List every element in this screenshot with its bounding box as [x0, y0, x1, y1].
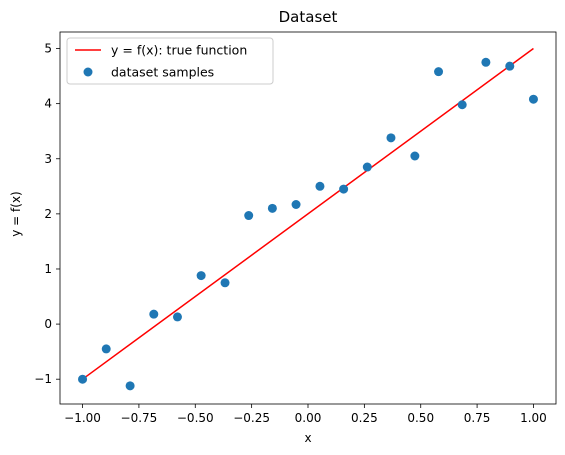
sample-point [481, 57, 491, 67]
sample-point [339, 184, 349, 194]
x-tick-label: 0.50 [407, 411, 434, 425]
x-tick-label: −0.75 [121, 411, 158, 425]
sample-point [172, 312, 182, 322]
sample-point [410, 151, 420, 161]
sample-point [149, 309, 159, 319]
x-tick-label: 1.00 [520, 411, 547, 425]
sample-point [78, 374, 88, 384]
y-tick-label: 1 [44, 262, 52, 276]
legend-entry-label: y = f(x): true function [111, 43, 247, 58]
sample-point [267, 203, 277, 213]
sample-point [505, 61, 515, 71]
y-axis-label: y = f(x) [9, 191, 23, 236]
y-axis-ticks: −1 0 1 2 3 4 5 [34, 42, 60, 386]
y-tick-label: 2 [44, 207, 52, 221]
chart-title: Dataset [279, 8, 338, 26]
legend-entry-label: dataset samples [111, 65, 214, 80]
x-tick-label: −0.25 [233, 411, 270, 425]
y-tick-label: −1 [34, 372, 52, 386]
sample-point [457, 100, 467, 110]
sample-point [220, 278, 230, 288]
sample-point [291, 199, 301, 209]
x-tick-label: −1.00 [64, 411, 101, 425]
sample-point [244, 211, 254, 221]
x-tick-label: 0.00 [295, 411, 322, 425]
x-tick-label: 0.25 [351, 411, 378, 425]
x-axis-label: x [304, 431, 311, 445]
sample-point [528, 94, 538, 104]
sample-point [362, 162, 372, 172]
x-tick-label: −0.50 [177, 411, 214, 425]
sample-point [101, 344, 111, 354]
series-layer [78, 47, 538, 391]
y-tick-label: 4 [44, 97, 52, 111]
sample-point [386, 133, 396, 143]
y-tick-label: 5 [44, 42, 52, 56]
legend-marker-swatch [83, 67, 93, 77]
legend-box [66, 37, 274, 85]
y-tick-label: 0 [44, 317, 52, 331]
legend: y = f(x): true function dataset samples [66, 37, 274, 85]
sample-point [125, 381, 135, 391]
x-tick-label: 0.75 [464, 411, 491, 425]
sample-point [434, 67, 444, 77]
sample-point [315, 181, 325, 191]
sample-point [196, 271, 206, 281]
x-axis-ticks: −1.00 −0.75 −0.50 −0.25 0.00 0.25 0.50 0.75 1.00 [64, 404, 547, 425]
y-tick-label: 3 [44, 152, 52, 166]
